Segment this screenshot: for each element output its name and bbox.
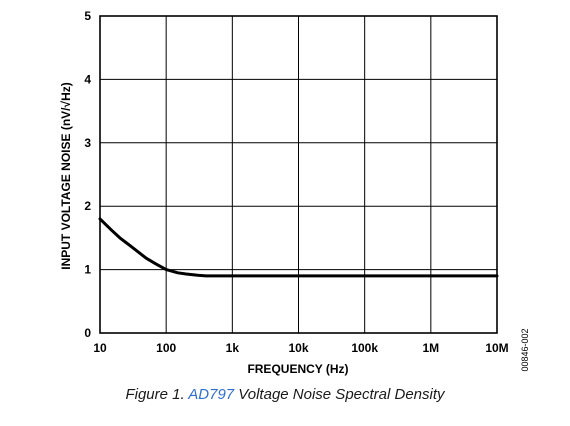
x-tick-label: 1k [226,341,240,355]
noise-curve [98,217,499,278]
y-tick-label: 1 [84,263,91,277]
x-axis-title: FREQUENCY (Hz) [247,362,348,376]
y-tick-labels: 0 1 2 3 4 5 [84,9,91,340]
y-tick-label: 2 [84,199,91,213]
caption-suffix: Voltage Noise Spectral Density [234,386,445,403]
x-tick-label: 10M [485,341,508,355]
x-tick-label: 100 [156,341,176,355]
figure-caption: Figure 1. AD797 Voltage Noise Spectral D… [0,386,570,403]
noise-density-chart: 0 1 2 3 4 5 10 100 1k 10k 100k 1M 10M INPUT VOLTAGE… [59,9,530,376]
x-tick-label: 10 [93,341,107,355]
y-tick-label: 4 [84,72,91,86]
y-tick-label: 3 [84,136,91,150]
x-tick-labels: 10 100 1k 10k 100k 1M 10M [93,341,508,355]
caption-prefix: Figure 1. [125,386,189,403]
x-tick-label: 10k [288,341,308,355]
figure-id-label: 00846-002 [520,328,530,371]
series-layer [98,217,499,278]
x-tick-label: 100k [351,341,378,355]
grid [99,15,498,334]
y-tick-label: 0 [84,326,91,340]
plot-frame [99,15,498,334]
x-tick-label: 1M [422,341,439,355]
part-number-link[interactable]: AD797 [188,386,235,403]
y-tick-label: 5 [84,9,91,23]
y-axis-title: INPUT VOLTAGE NOISE (nV/√Hz) [59,82,73,269]
